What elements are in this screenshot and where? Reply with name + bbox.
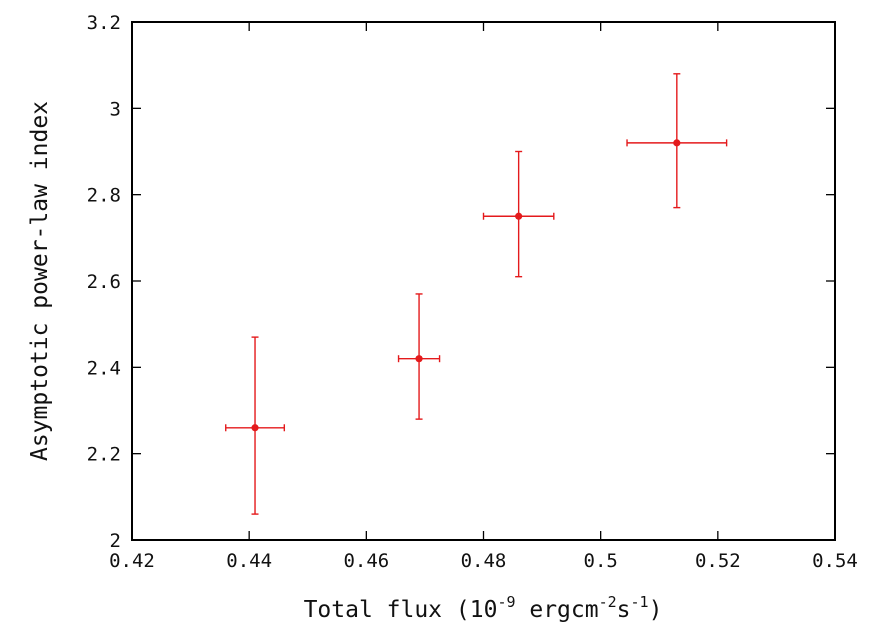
point-marker [415, 355, 423, 363]
x-tick-label: 0.5 [584, 550, 618, 572]
x-tick-label: 0.46 [343, 550, 389, 572]
y-tick-label: 3.2 [87, 12, 121, 34]
x-tick-label: 0.48 [461, 550, 507, 572]
data-point [225, 336, 286, 515]
x-tick-label: 0.42 [109, 550, 155, 572]
data-point [626, 73, 728, 209]
point-marker [251, 424, 259, 432]
y-tick-label: 3 [110, 98, 121, 120]
point-marker [515, 212, 523, 220]
x-tick-label: 0.44 [226, 550, 272, 572]
data-points [225, 73, 728, 515]
data-point [482, 150, 555, 278]
y-tick-labels: 2 2.2 2.4 2.6 2.8 3 3.2 [87, 12, 121, 552]
x-tick-labels: 0.42 0.44 0.46 0.48 0.5 0.52 0.54 [109, 550, 858, 572]
y-tick-label: 2.2 [87, 444, 121, 466]
y-axis-title: Asymptotic power-law index [27, 101, 53, 461]
y-tick-label: 2.4 [87, 357, 121, 379]
x-tick-label: 0.52 [695, 550, 741, 572]
point-marker [673, 139, 681, 147]
x-axis-title: Total flux (10-9 ergcm-2s-1) [304, 593, 663, 623]
axis-ticks [131, 21, 836, 541]
plot-frame [131, 21, 836, 541]
y-tick-label: 2.6 [87, 271, 121, 293]
y-tick-label: 2 [110, 530, 121, 552]
x-tick-label: 0.54 [812, 550, 858, 572]
data-point [397, 293, 441, 420]
y-tick-label: 2.8 [87, 185, 121, 207]
